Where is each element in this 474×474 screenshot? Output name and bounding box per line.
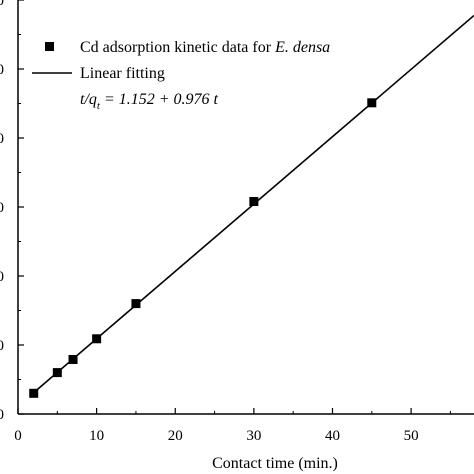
y-ticks: 0 10 20 30 40 50 60 <box>0 0 24 423</box>
y-tick-label: 40 <box>0 131 4 147</box>
legend-scatter-label: Cd adsorption kinetic data for E. densa <box>80 39 330 56</box>
x-tick-label: 50 <box>404 428 419 444</box>
y-tick-label: 30 <box>0 200 4 216</box>
x-tick-label: 30 <box>246 428 261 444</box>
data-point <box>367 98 377 108</box>
data-point <box>52 368 62 378</box>
y-tick-label: 10 <box>0 338 4 354</box>
legend-equation: t/qt = 1.152 + 0.976 t <box>80 91 219 112</box>
data-points-layer <box>29 98 377 398</box>
data-point <box>92 334 102 344</box>
axes <box>17 0 474 415</box>
legend-species: E. densa <box>274 39 330 56</box>
x-tick-label: 40 <box>325 428 340 444</box>
legend-line-label: Linear fitting <box>80 65 165 82</box>
x-tick-label: 20 <box>168 428 183 444</box>
data-point <box>68 354 78 364</box>
y-tick-label: 20 <box>0 269 4 285</box>
equation-subscript: t <box>97 100 101 112</box>
data-point <box>249 196 259 206</box>
y-tick-label: 60 <box>0 0 4 9</box>
y-tick-label: 0 <box>0 407 4 423</box>
data-point <box>131 299 141 309</box>
legend: Cd adsorption kinetic data for E. densa … <box>32 39 330 112</box>
legend-scatter-marker <box>45 42 54 51</box>
x-axis-title: Contact time (min.) <box>212 455 338 472</box>
x-tick-label: 10 <box>89 428 104 444</box>
x-tick-label: 0 <box>14 428 22 444</box>
x-ticks: 0 10 20 30 40 50 <box>14 408 451 444</box>
y-tick-label: 50 <box>0 62 4 78</box>
data-point <box>29 388 39 398</box>
